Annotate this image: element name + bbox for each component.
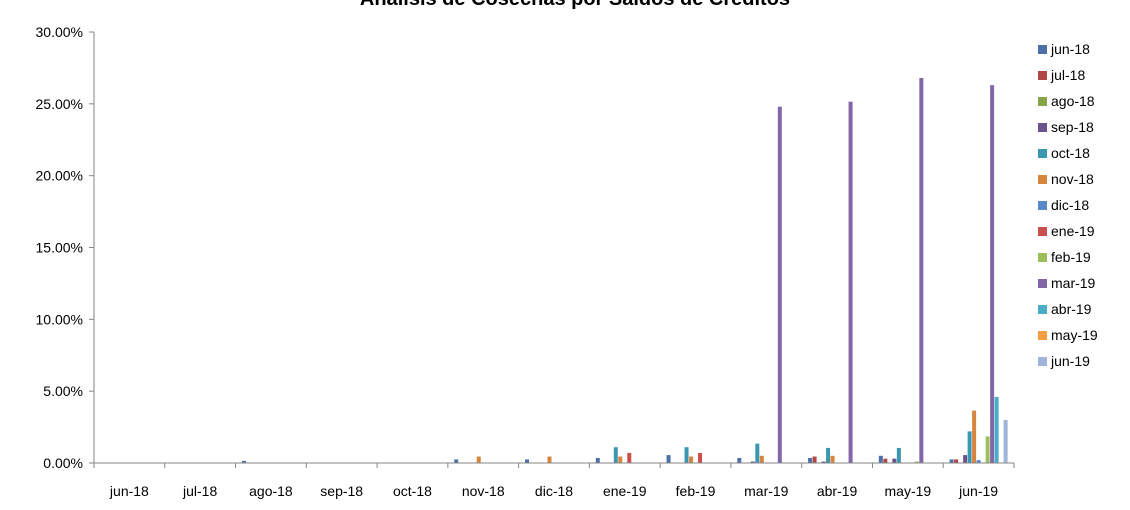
- bar-sep-18-abr-19: [821, 461, 826, 463]
- bar-jul-18-abr-19: [812, 456, 817, 463]
- bar-nov-18-mar-19: [759, 455, 764, 463]
- y-tick-label: 5.00%: [43, 383, 83, 399]
- bar-oct-18-ene-19: [613, 447, 618, 463]
- legend-label-dic-18: dic-18: [1051, 197, 1089, 213]
- legend-label-nov-18: nov-18: [1051, 171, 1094, 187]
- bar-sep-18-may-19: [892, 458, 897, 463]
- bar-series: [241, 77, 1008, 464]
- legend-swatch-sep-18: [1038, 123, 1047, 132]
- legend-label-may-19: may-19: [1051, 327, 1098, 343]
- x-tick-label: ene-19: [603, 483, 647, 499]
- bar-nov-18-ene-19: [618, 456, 623, 463]
- y-tick-label: 30.00%: [36, 24, 83, 40]
- x-axis-ticks: jun-18 jul-18 ago-18 sep-18 oct-18 nov-18 dic-…: [93, 463, 1015, 499]
- x-tick-label: may-19: [885, 483, 932, 499]
- bar-ene-19-ene-19: [627, 452, 632, 463]
- legend-swatch-jun-18: [1038, 45, 1047, 54]
- bar-nov-18-nov-18: [476, 456, 481, 463]
- x-tick-label: abr-19: [817, 483, 858, 499]
- bar-mar-19-may-19: [919, 77, 924, 464]
- legend-label-feb-19: feb-19: [1051, 249, 1091, 265]
- legend-swatch-jun-19: [1038, 357, 1047, 366]
- legend-swatch-ago-18: [1038, 97, 1047, 106]
- legend-label-jun-19: jun-19: [1050, 353, 1090, 369]
- bar-oct-18-may-19: [896, 447, 901, 463]
- bar-nov-18-dic-18: [547, 456, 552, 463]
- legend-label-jun-18: jun-18: [1050, 41, 1090, 57]
- bar-jun-19-jun-19: [1003, 419, 1008, 463]
- legend-swatch-abr-19: [1038, 305, 1047, 314]
- bar-jul-18-jun-19: [954, 459, 959, 463]
- legend-swatch-mar-19: [1038, 279, 1047, 288]
- y-axis-ticks: 0.00% 5.00% 10.00% 15.00% 20.00% 25.00% 30.00%: [36, 24, 94, 471]
- x-tick-label: jun-19: [958, 483, 998, 499]
- bar-ene-19-feb-19: [698, 452, 703, 463]
- x-tick-label: ago-18: [249, 483, 293, 499]
- bar-jun-18-dic-18: [525, 459, 529, 463]
- bar-nov-18-abr-19: [830, 455, 835, 463]
- bar-abr-19-jun-19: [994, 396, 999, 463]
- y-tick-label: 25.00%: [36, 96, 83, 112]
- x-tick-label: dic-18: [535, 483, 573, 499]
- y-tick-label: 10.00%: [36, 311, 83, 327]
- bar-jun-18-feb-19: [666, 455, 671, 463]
- bar-nov-18-jun-19: [972, 410, 977, 463]
- legend-swatch-jul-18: [1038, 71, 1047, 80]
- bar-mar-19-jun-19: [990, 85, 995, 463]
- legend-label-ago-18: ago-18: [1051, 93, 1095, 109]
- bar-jun-18-mar-19: [737, 457, 742, 463]
- x-tick-label: jul-18: [182, 483, 217, 499]
- legend-label-oct-18: oct-18: [1051, 145, 1090, 161]
- bar-mar-19-abr-19: [848, 101, 853, 463]
- x-tick-label: sep-18: [320, 483, 363, 499]
- bar-jun-18-abr-19: [808, 457, 813, 463]
- bar-nov-18-feb-19: [689, 456, 694, 463]
- legend-swatch-oct-18: [1038, 149, 1047, 158]
- legend-swatch-ene-19: [1038, 227, 1047, 236]
- legend-swatch-dic-18: [1038, 201, 1047, 210]
- bar-oct-18-abr-19: [826, 447, 831, 463]
- bar-mar-19-mar-19: [777, 106, 782, 463]
- legend-swatch-feb-19: [1038, 253, 1047, 262]
- x-tick-label: jun-18: [109, 483, 149, 499]
- legend: jun-18 jul-18 ago-18 sep-18 oct-18 nov-18 dic-…: [1038, 41, 1098, 369]
- legend-label-ene-19: ene-19: [1051, 223, 1095, 239]
- y-tick-label: 0.00%: [43, 455, 83, 471]
- bar-jun-18-may-19: [878, 455, 883, 463]
- bar-feb-19-may-19: [914, 461, 919, 463]
- x-tick-label: feb-19: [676, 483, 716, 499]
- legend-swatch-nov-18: [1038, 175, 1047, 184]
- legend-label-jul-18: jul-18: [1050, 67, 1085, 83]
- legend-label-mar-19: mar-19: [1051, 275, 1096, 291]
- y-tick-label: 15.00%: [36, 240, 83, 256]
- bar-oct-18-feb-19: [684, 447, 689, 463]
- bar-dic-18-jun-19: [976, 460, 981, 463]
- bar-jul-18-may-19: [883, 458, 888, 463]
- x-tick-label: nov-18: [462, 483, 505, 499]
- bar-oct-18-jun-19: [967, 431, 972, 463]
- legend-label-sep-18: sep-18: [1051, 119, 1094, 135]
- y-tick-label: 20.00%: [36, 168, 83, 184]
- bar-jun-18-jun-19: [949, 459, 954, 463]
- x-tick-label: oct-18: [393, 483, 432, 499]
- bar-feb-19-jun-19: [985, 436, 990, 463]
- chart-title: Análisis de Cosechas por Saldos de Crédi…: [360, 0, 790, 10]
- legend-swatch-may-19: [1038, 331, 1047, 340]
- bar-jun-18-ago-18: [241, 460, 246, 463]
- legend-label-abr-19: abr-19: [1051, 301, 1092, 317]
- bar-oct-18-mar-19: [755, 443, 760, 463]
- bar-jun-18-ene-19: [595, 457, 600, 463]
- axes: [93, 32, 1014, 464]
- bar-sep-18-jun-19: [963, 455, 968, 463]
- bar-jun-18-nov-18: [454, 459, 459, 463]
- x-tick-label: mar-19: [744, 483, 789, 499]
- bar-sep-18-mar-19: [750, 461, 755, 463]
